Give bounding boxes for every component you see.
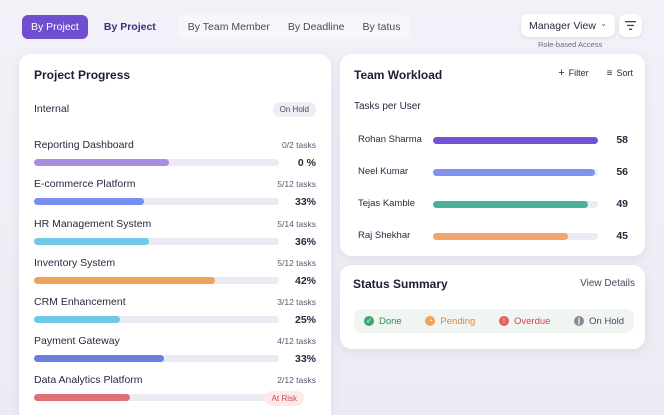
status-label: Done xyxy=(379,315,402,327)
project-progress-fill xyxy=(34,355,164,362)
pause-icon: ∥ xyxy=(574,316,585,326)
project-progress-track xyxy=(34,277,279,284)
member-name: Tejas Kamble xyxy=(358,198,416,209)
project-progress-track xyxy=(34,355,279,362)
clock-icon: ◔ xyxy=(425,316,436,326)
tasks-per-user-label: Tasks per User xyxy=(354,101,421,112)
project-name: Reporting Dashboard xyxy=(34,139,134,151)
internal-label: Internal xyxy=(34,103,70,115)
workload-fill xyxy=(433,169,595,176)
project-percent: 33% xyxy=(294,196,316,208)
on-hold-badge: On Hold xyxy=(272,102,316,117)
filter-lines-icon xyxy=(625,21,636,30)
view-tabs: By Project By Project By Team Member By … xyxy=(22,14,411,40)
workload-track xyxy=(433,201,598,208)
status-pending[interactable]: ◔ Pending xyxy=(425,316,475,327)
sort-icon: ≡ xyxy=(606,67,613,79)
project-percent: 0 % xyxy=(297,157,316,169)
project-progress-title: Project Progress xyxy=(34,68,131,82)
status-overdue[interactable]: ! Overdue xyxy=(499,316,550,327)
project-task-count: 5/12 tasks xyxy=(277,179,316,189)
project-progress-fill xyxy=(34,159,169,166)
project-progress-track xyxy=(34,316,279,323)
workload-fill xyxy=(433,233,569,240)
sort-label: Sort xyxy=(616,68,633,78)
project-name: Inventory System xyxy=(34,257,116,269)
project-task-count: 5/12 tasks xyxy=(277,258,316,268)
project-progress-fill xyxy=(34,316,120,323)
workload-track xyxy=(433,169,598,176)
status-on-hold[interactable]: ∥ On Hold xyxy=(574,316,624,327)
status-done[interactable]: ✓ Done xyxy=(364,316,402,327)
status-label: On Hold xyxy=(589,315,624,327)
filter-options-button[interactable] xyxy=(619,14,642,37)
project-progress-fill xyxy=(34,277,216,284)
member-task-count: 56 xyxy=(616,166,628,178)
project-progress-track xyxy=(34,198,279,205)
member-task-count: 49 xyxy=(616,198,628,210)
project-task-count: 2/12 tasks xyxy=(277,375,316,385)
tab-by-project[interactable]: By Project xyxy=(103,21,156,33)
view-selector[interactable]: Manager View ⌄ xyxy=(521,14,615,37)
project-name: Data Analytics Platform xyxy=(34,374,143,386)
filter-label: Filter xyxy=(568,68,589,78)
project-task-count: 3/12 tasks xyxy=(277,297,316,307)
role-caption: Role-based Access xyxy=(538,40,603,49)
member-name: Neel Kumar xyxy=(358,166,409,177)
at-risk-badge: At Risk xyxy=(264,391,304,406)
member-task-count: 45 xyxy=(616,230,628,242)
project-name: E-commerce Platform xyxy=(34,178,136,190)
status-summary-card: Status Summary View Details ✓ Done ◔ Pendin… xyxy=(340,265,645,349)
project-name: CRM Enhancement xyxy=(34,296,126,308)
project-progress-fill xyxy=(34,238,150,245)
project-progress-fill xyxy=(34,198,145,205)
workload-track xyxy=(433,137,598,144)
status-label: Pending xyxy=(440,315,476,327)
project-percent: 33% xyxy=(294,353,316,365)
team-workload-card: Team Workload + Filter ≡ Sort Tasks per … xyxy=(340,54,645,256)
project-task-count: 0/2 tasks xyxy=(281,140,316,150)
project-progress-track xyxy=(34,159,279,166)
project-name: HR Management System xyxy=(34,218,152,230)
workload-fill xyxy=(433,201,589,208)
plus-icon: + xyxy=(558,67,565,79)
project-progress-track xyxy=(34,238,279,245)
project-progress-fill xyxy=(34,394,130,401)
workload-actions: + Filter ≡ Sort xyxy=(540,67,633,79)
tab-by-deadline[interactable]: By Deadline xyxy=(287,21,345,33)
project-percent: 42% xyxy=(294,275,316,287)
status-legend: ✓ Done ◔ Pending! Overdue ∥ On Hold xyxy=(354,309,634,333)
tab-by-team-member[interactable]: By Team Member xyxy=(187,21,270,33)
workload-track xyxy=(433,233,598,240)
sort-button[interactable]: ≡ Sort xyxy=(607,68,633,79)
status-summary-title: Status Summary xyxy=(353,277,448,291)
project-task-count: 5/14 tasks xyxy=(277,219,316,229)
project-task-count: 4/12 tasks xyxy=(277,336,316,346)
project-progress-card: Project Progress Internal On Hold Report… xyxy=(19,54,331,415)
member-task-count: 58 xyxy=(616,134,628,146)
team-workload-title: Team Workload xyxy=(354,68,443,82)
tab-by-project-pill[interactable]: By Project xyxy=(22,15,88,39)
filter-button[interactable]: + Filter xyxy=(558,67,588,79)
status-label: Overdue xyxy=(514,315,551,327)
alert-icon: ! xyxy=(499,316,509,326)
view-selector-value: Manager View xyxy=(529,19,596,32)
tab-by-status[interactable]: By tatus xyxy=(362,21,401,33)
chevron-down-icon: ⌄ xyxy=(600,19,607,28)
check-icon: ✓ xyxy=(364,316,374,326)
member-name: Rohan Sharma xyxy=(358,134,422,145)
project-percent: 25% xyxy=(294,314,316,326)
tab-group: By Team Member By Deadline By tatus xyxy=(177,15,411,39)
project-name: Payment Gateway xyxy=(34,335,120,347)
view-details-link[interactable]: View Details xyxy=(580,278,635,289)
project-progress-track xyxy=(34,394,279,401)
member-name: Raj Shekhar xyxy=(358,230,411,241)
workload-fill xyxy=(433,137,598,144)
project-percent: 36% xyxy=(294,236,316,248)
